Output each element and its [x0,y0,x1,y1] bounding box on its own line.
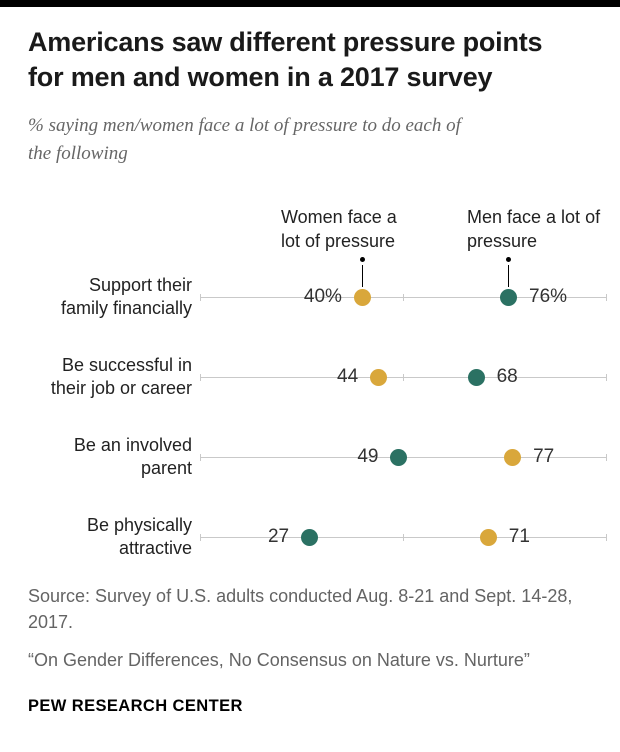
women-dot [353,288,371,306]
axis-tick [402,373,404,381]
value-label: 27 [267,526,290,547]
women-pressure-annotation: Women face a lot of pressure [281,207,397,251]
value-label: 44 [337,366,359,387]
men-pressure-annotation: Men face a lot of pressure [467,207,601,251]
top-accent-bar [0,0,620,7]
value-label: 76% [529,286,568,307]
axis-tick [199,373,201,381]
annotation-pointer-line [361,265,363,287]
annotation-pointer-dot [506,257,512,262]
category-label: Be successful in their job or career [50,355,192,398]
men-dot [500,288,518,306]
value-label: 49 [357,446,379,467]
women-dot [504,448,522,466]
men-dot [390,448,408,466]
category-label: Be physically attractive [86,515,192,558]
brand-footer: PEW RESEARCH CENTER [28,697,243,715]
value-label: 40% [303,286,342,307]
axis-tick [199,533,201,541]
value-label: 77 [533,446,555,467]
women-dot [370,368,388,386]
source-note: Source: Survey of U.S. adults conducted … [28,586,573,632]
value-label: 71 [508,526,530,547]
category-label: Be an involved parent [73,435,192,478]
axis-tick [402,293,404,301]
axis-tick [605,453,607,461]
chart-subtitle: % saying men/women face a lot of pressur… [28,115,461,164]
chart-title: Americans saw different pressure points … [28,27,543,92]
axis-tick [199,293,201,301]
axis-tick [605,293,607,301]
annotation-pointer-dot [359,257,365,262]
men-dot [467,368,485,386]
chart: Support their family financially 40% 76% Be… [0,195,620,560]
men-dot [301,528,319,546]
report-title: “On Gender Differences, No Consensus on … [28,650,530,670]
axis-tick [402,533,404,541]
axis-tick [605,373,607,381]
axis-tick [199,453,201,461]
women-dot [479,528,497,546]
category-label: Support their family financially [60,275,192,318]
value-label: 68 [496,366,518,387]
annotation-pointer-line [508,265,510,287]
axis-tick [605,533,607,541]
